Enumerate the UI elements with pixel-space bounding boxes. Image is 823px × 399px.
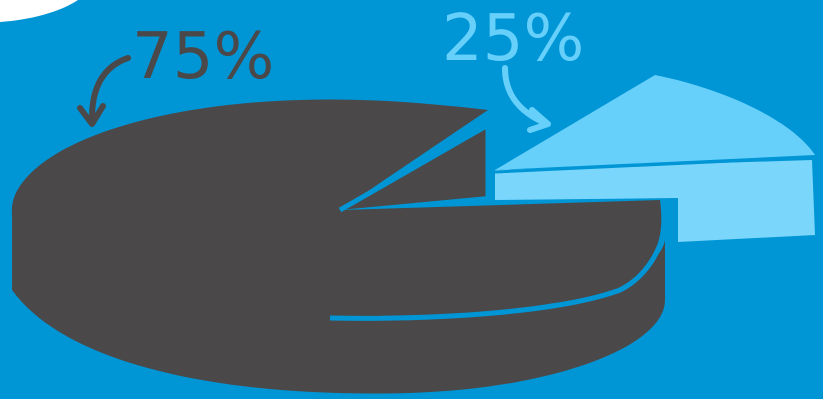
pie-slice-25-side	[495, 160, 815, 242]
pie-slice-75-edge	[329, 120, 670, 321]
pie-slice-25-edge	[494, 155, 816, 174]
pie-slice-75-side	[12, 210, 665, 394]
corner-bubble	[0, 0, 78, 22]
label-75-percent: 75%	[132, 20, 274, 94]
pie-slice-25-top	[495, 75, 815, 170]
arrow-75-icon	[89, 55, 131, 121]
pie-slice-75-top	[11, 99, 662, 319]
arrow-25-icon	[502, 65, 548, 126]
label-25-percent: 25%	[442, 2, 584, 76]
arrow-25-head-icon	[527, 107, 551, 133]
arrow-75-head-icon	[77, 103, 106, 127]
